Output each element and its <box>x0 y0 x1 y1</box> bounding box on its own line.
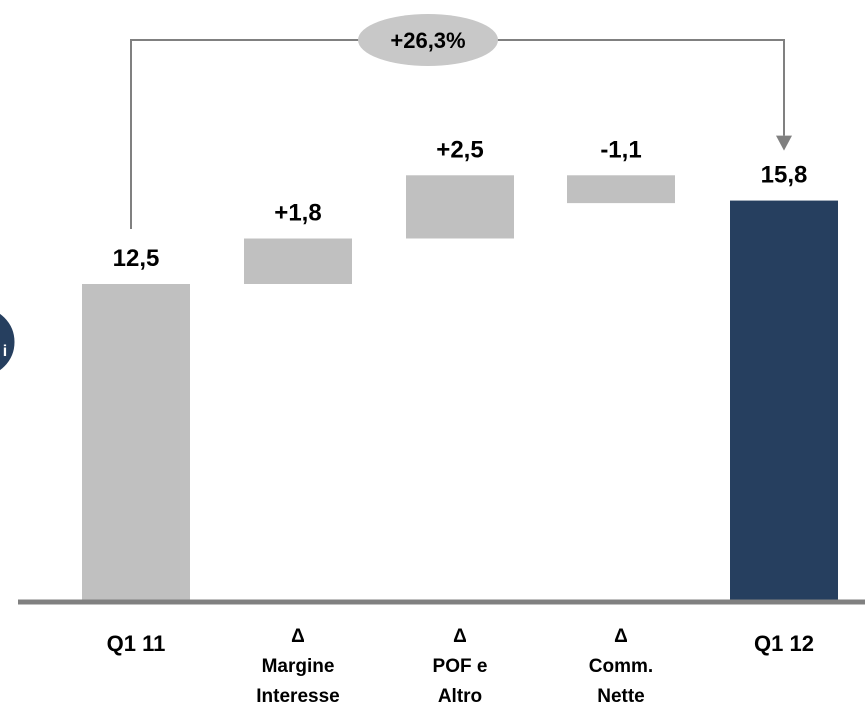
bar-2 <box>406 175 514 239</box>
growth-connector: +26,3% <box>130 14 792 229</box>
category-label-3-line-1: Comm. <box>589 656 653 677</box>
category-label-2-line-0: Δ <box>453 626 467 647</box>
category-label-1-line-1: Margine <box>262 656 335 677</box>
value-label-2: +2,5 <box>436 136 483 163</box>
category-label-1-line-0: Δ <box>291 626 305 647</box>
bar-4 <box>730 200 838 601</box>
side-badge-circle <box>0 310 18 374</box>
value-labels-layer: 12,5 +1,8 +2,5 -1,1 15,8 <box>113 136 808 272</box>
growth-bubble <box>358 14 498 66</box>
bars-layer <box>82 175 838 601</box>
bar-0 <box>82 284 190 600</box>
growth-arrowhead-icon <box>776 135 792 151</box>
category-label-3-line-2: Nette <box>597 686 645 707</box>
growth-label: +26,3% <box>390 28 465 53</box>
value-label-3: -1,1 <box>600 136 641 163</box>
side-badge-text: i <box>3 343 7 360</box>
category-label-2-line-1: POF e <box>433 656 488 677</box>
category-labels-layer: Q1 11 Δ Margine Interesse Δ POF e Altro Δ Comm. N… <box>107 626 814 707</box>
category-label-1-line-2: Interesse <box>256 686 339 707</box>
category-label-2-line-2: Altro <box>438 686 482 707</box>
category-label-0-line-0: Q1 11 <box>107 631 166 656</box>
category-label-3-line-0: Δ <box>614 626 628 647</box>
value-label-0: 12,5 <box>113 245 160 272</box>
bar-3 <box>567 175 675 204</box>
side-badge: i <box>0 310 18 374</box>
bar-1 <box>244 238 352 284</box>
value-label-4: 15,8 <box>761 162 808 189</box>
value-label-1: +1,8 <box>274 199 321 226</box>
category-label-4-line-0: Q1 12 <box>754 631 814 656</box>
